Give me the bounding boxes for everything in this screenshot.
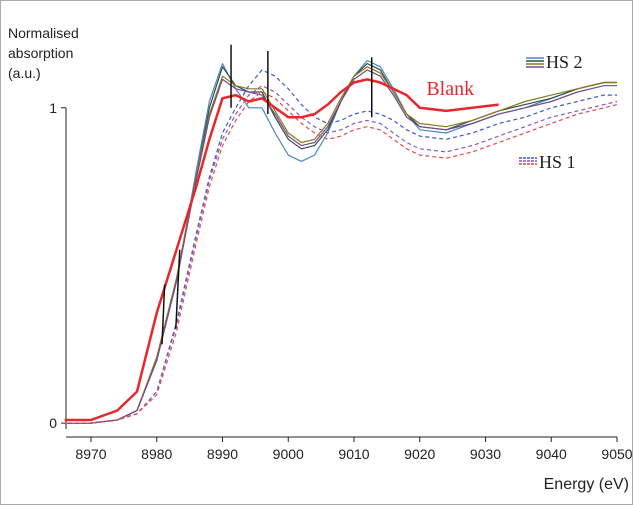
x-tick-label: 9000: [273, 446, 304, 462]
series-line: [64, 91, 618, 424]
series-line: [64, 85, 618, 424]
energy-marker: [175, 249, 181, 329]
series-line: [64, 78, 499, 422]
x-tick-label: 9040: [536, 446, 567, 462]
annotation: Blank: [426, 78, 474, 100]
x-tick-label: 8990: [207, 446, 238, 462]
y-tick-label: 1: [49, 100, 57, 116]
x-axis-label: Energy (eV): [544, 476, 629, 493]
y-axis-label: Normalised absorption (a.u.): [8, 25, 79, 81]
x-tick-label: 9020: [404, 446, 435, 462]
y-axis-label-line: absorption: [8, 45, 73, 61]
x-tick-label: 8970: [75, 446, 106, 462]
legend-label: HS 2: [546, 52, 583, 72]
legend-label: HS 1: [539, 152, 576, 172]
x-tick-label: 8980: [141, 446, 172, 462]
energy-marker: [161, 284, 166, 345]
y-axis-label-line: Normalised: [8, 25, 79, 41]
series-line: [64, 69, 617, 424]
y-axis-label-line: (a.u.): [8, 65, 41, 81]
series-line: [64, 69, 617, 424]
x-tick-label: 9010: [338, 446, 369, 462]
x-tick-label: 9030: [470, 446, 501, 462]
x-tick-label: 9050: [601, 446, 632, 462]
y-tick-label: 0: [49, 415, 57, 431]
